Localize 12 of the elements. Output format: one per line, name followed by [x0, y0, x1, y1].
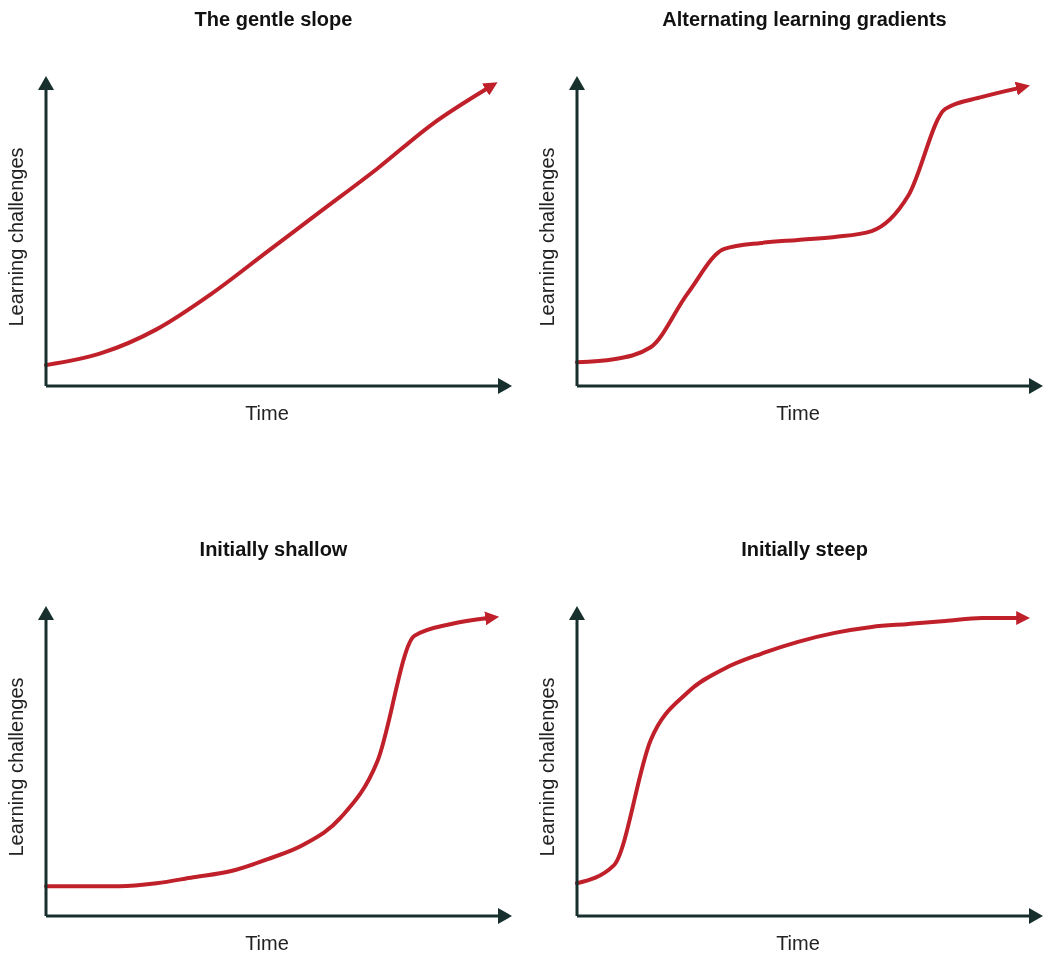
chart-title: Alternating learning gradients	[661, 8, 948, 32]
chart-title: The gentle slope	[193, 8, 354, 32]
y-axis-title: Learning challenges	[536, 147, 559, 327]
y-axis-title: Learning challenges	[5, 147, 28, 327]
y-axis-title: Learning challenges	[536, 677, 559, 857]
chart-title: Initially steep	[740, 538, 869, 562]
x-axis-title: Time	[776, 402, 820, 424]
y-axis-title: Learning challenges	[5, 677, 28, 857]
x-axis-title: Time	[776, 932, 820, 954]
x-axis-title: Time	[245, 932, 289, 954]
x-axis-title: Time	[245, 402, 289, 424]
chart-title: Initially shallow	[198, 538, 349, 562]
